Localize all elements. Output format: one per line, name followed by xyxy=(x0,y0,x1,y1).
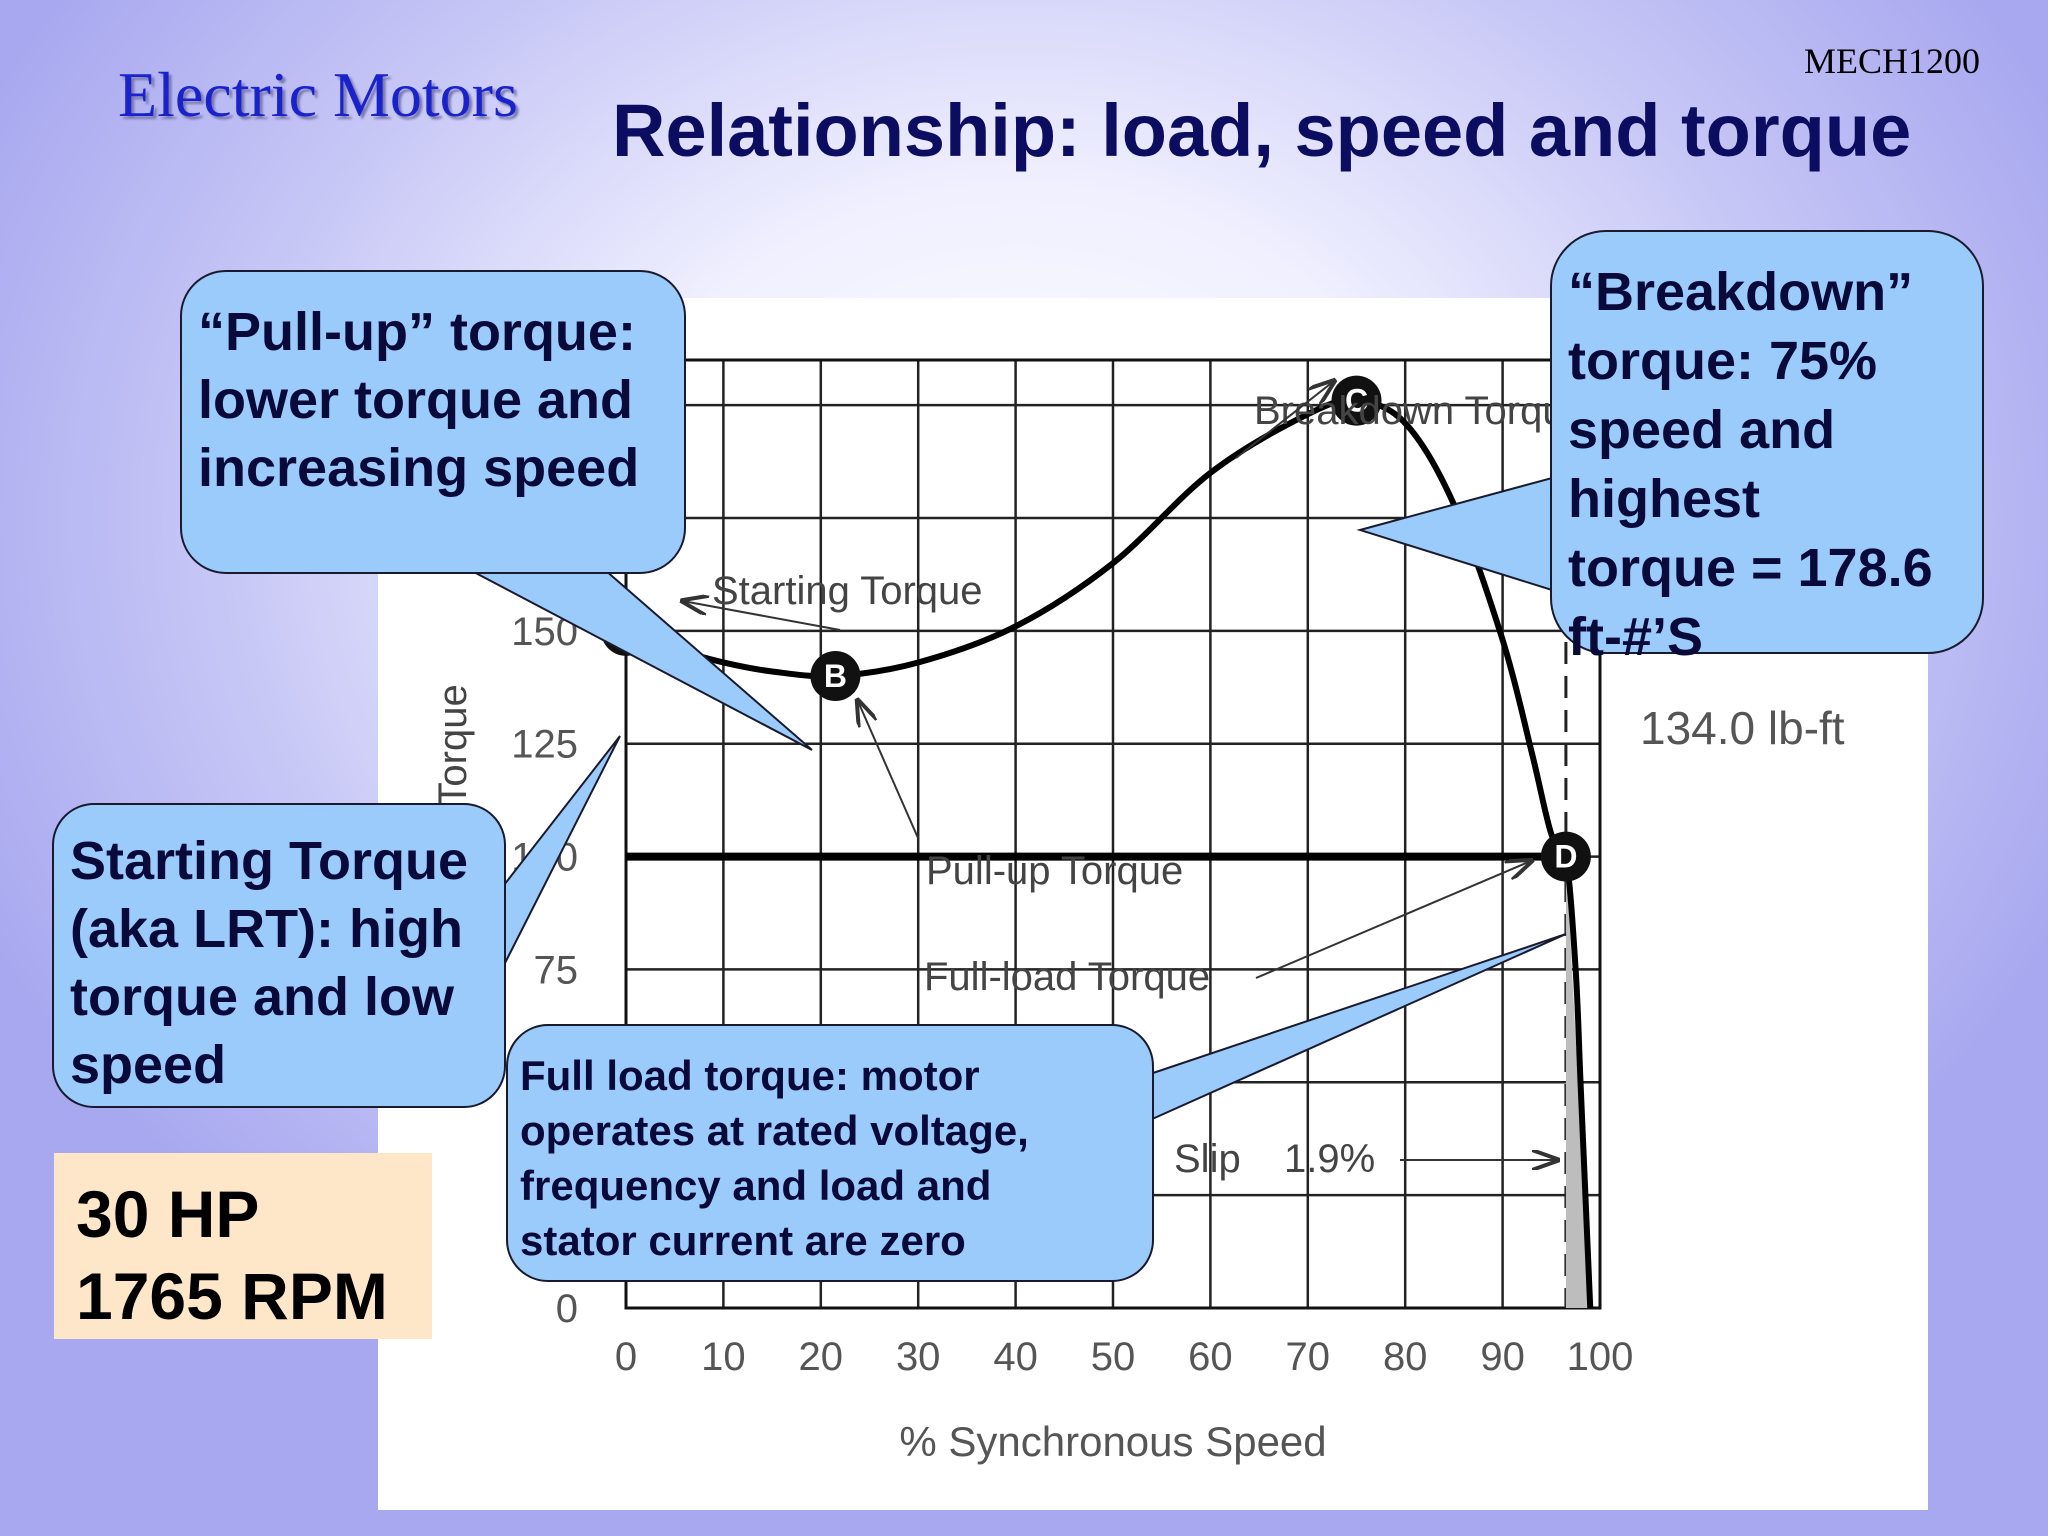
fullload-callout: Full load torque: motor operates at rate… xyxy=(506,1024,1154,1282)
fullload-callout-line: Full load torque: motor xyxy=(520,1052,980,1099)
starting-torque-annotation: Starting Torque xyxy=(712,569,983,613)
breakdown-callout-line: ft-#’S xyxy=(1568,607,1703,667)
starting-torque-callout: Starting Torque (aka LRT): high torque a… xyxy=(52,803,506,1108)
x-tick-label: 10 xyxy=(701,1335,746,1379)
fullload-torque-arrow xyxy=(1255,861,1532,979)
x-tick-label: 40 xyxy=(993,1335,1038,1379)
point-label-b: B xyxy=(824,658,847,694)
breakdown-callout-line: torque: 75% xyxy=(1568,331,1878,391)
pullup-torque-annotation: Pull-up Torque xyxy=(926,849,1183,893)
point-label-c: C xyxy=(1345,383,1368,419)
starting-callout-line: Starting Torque xyxy=(70,831,468,891)
y-tick-label: 150 xyxy=(511,610,578,654)
starting-callout-line: (aka LRT): high xyxy=(70,899,463,959)
x-tick-label: 60 xyxy=(1188,1335,1233,1379)
pullup-callout: “Pull-up” torque: lower torque and incre… xyxy=(180,270,686,574)
point-label-d: D xyxy=(1554,839,1577,875)
point-marker-b xyxy=(810,651,861,701)
y-tick-label: 75 xyxy=(534,948,579,992)
rpm-label: 1765 RPM xyxy=(76,1259,388,1333)
slide-title: Relationship: load, speed and torque xyxy=(612,89,1912,172)
breakdown-callout-line: torque = 178.6 xyxy=(1568,538,1933,598)
breakdown-callout: “Breakdown” torque: 75% speed and highes… xyxy=(1550,230,1984,667)
x-axis-label: % Synchronous Speed xyxy=(899,1418,1326,1465)
motor-spec-box: 30 HP 1765 RPM xyxy=(54,1153,432,1339)
starting-callout-line: torque and low xyxy=(70,967,454,1027)
y-tick-label: 100 xyxy=(511,836,578,880)
fullload-torque-annotation: Full-load Torque xyxy=(924,955,1210,999)
breakdown-torque-annotation: Breakdown Torque xyxy=(1254,389,1587,433)
x-tick-label: 70 xyxy=(1286,1335,1331,1379)
slip-value: 1.9% xyxy=(1284,1137,1375,1181)
plot-frame xyxy=(624,358,1602,1310)
y-tick-label: 0 xyxy=(556,1287,578,1331)
fullload-callout-line: frequency and load and xyxy=(520,1162,992,1209)
x-tick-label: 30 xyxy=(896,1335,941,1379)
rated-torque-label: 134.0 lb-ft xyxy=(1640,702,1845,754)
pullup-callout-line: lower torque and xyxy=(198,370,634,430)
x-tick-label: 50 xyxy=(1091,1335,1136,1379)
x-tick-label: 90 xyxy=(1480,1335,1525,1379)
horsepower-label: 30 HP xyxy=(76,1177,260,1251)
breakdown-callout-line: speed and xyxy=(1568,400,1836,460)
point-marker-d xyxy=(1540,831,1591,882)
pullup-torque-arrow xyxy=(857,700,919,839)
breakdown-callout-line: “Breakdown” xyxy=(1568,262,1914,322)
fullload-callout-line: operates at rated voltage, xyxy=(520,1107,1029,1154)
slip-label: Slip xyxy=(1174,1137,1241,1181)
y-tick-label: 125 xyxy=(511,723,578,767)
starting-callout-line: speed xyxy=(70,1035,227,1095)
pullup-callout-line: increasing speed xyxy=(198,438,640,498)
x-tick-label: 80 xyxy=(1383,1335,1428,1379)
course-code: MECH1200 xyxy=(1803,41,1980,81)
x-tick-label: 0 xyxy=(615,1335,637,1379)
point-marker-c xyxy=(1331,375,1382,426)
pullup-callout-line: “Pull-up” torque: xyxy=(198,302,636,362)
brand-title: Electric Motors xyxy=(118,59,518,130)
breakdown-arrow xyxy=(1235,381,1335,459)
x-tick-label: 100 xyxy=(1567,1335,1634,1379)
fullload-callout-line: stator current are zero xyxy=(520,1217,966,1264)
breakdown-callout-line: highest xyxy=(1568,469,1761,529)
x-tick-label: 20 xyxy=(799,1335,844,1379)
point-label-a: A xyxy=(614,613,637,649)
